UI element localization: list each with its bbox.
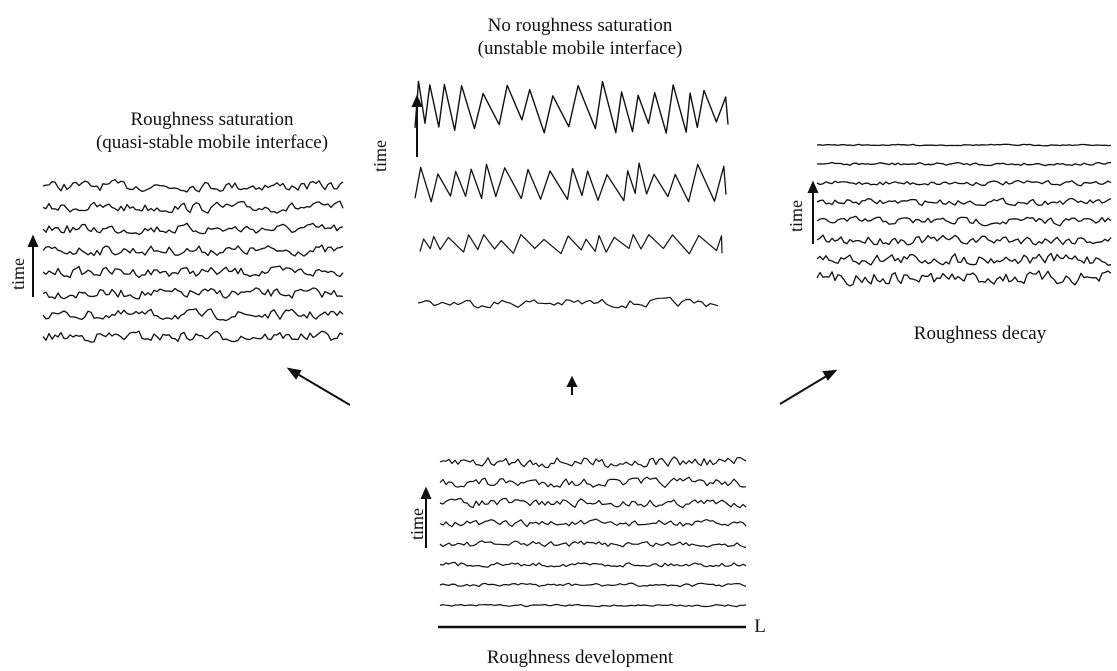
arrow-to-decay (779, 373, 831, 405)
top-trace-1 (417, 296, 719, 309)
top-time-label: time (370, 140, 390, 172)
bottom-trace-3 (439, 497, 747, 509)
bottom-panel-caption: Roughness development (486, 647, 674, 668)
bottom-trace-5 (439, 540, 747, 549)
left-trace-7 (42, 308, 344, 322)
left-panel-traces (42, 179, 344, 343)
right-trace-5 (816, 215, 1112, 227)
bottom-trace-6 (439, 561, 747, 568)
left-trace-8 (42, 330, 344, 343)
top-trace-3 (414, 162, 727, 203)
arrow-to-unstable-head (566, 375, 578, 387)
right-trace-7 (816, 252, 1112, 266)
top-trace-2 (419, 233, 723, 255)
bottom-trace-4 (439, 518, 747, 528)
right-trace-8 (816, 270, 1112, 287)
bottom-time-arrowhead (420, 486, 432, 499)
left-trace-2 (42, 200, 344, 214)
left-time-arrowhead (27, 234, 39, 247)
top-time-arrowhead (411, 94, 423, 107)
arrow-to-saturation-head (286, 367, 302, 380)
right-trace-1 (816, 143, 1112, 147)
bottom-trace-7 (439, 582, 747, 588)
left-panel-title: Roughness saturation (quasi-stable mobil… (62, 108, 362, 154)
left-panel-title-line1: Roughness saturation (130, 109, 294, 130)
left-panel-title-line2: (quasi-stable mobile interface) (95, 132, 329, 153)
left-trace-3 (42, 222, 344, 236)
top-panel-traces (414, 80, 729, 309)
top-panel-title: No roughness saturation (unstable mobile… (430, 14, 730, 60)
right-trace-6 (816, 234, 1112, 246)
top-panel-title-line2: (unstable mobile interface) (477, 38, 683, 59)
right-trace-3 (816, 179, 1112, 187)
bottom-panel-traces (439, 456, 747, 608)
left-trace-1 (42, 179, 344, 193)
right-trace-2 (816, 161, 1112, 167)
left-time-label: time (8, 258, 28, 290)
left-trace-4 (42, 244, 344, 257)
bottom-trace-1 (439, 456, 747, 469)
top-trace-4 (414, 80, 729, 134)
bottom-trace-2 (439, 476, 747, 488)
left-trace-6 (42, 287, 344, 300)
arrow-to-saturation (293, 371, 351, 406)
right-trace-4 (816, 197, 1112, 207)
right-panel-caption: Roughness decay (913, 323, 1047, 344)
length-label: L (754, 616, 766, 637)
bottom-time-label: time (407, 508, 427, 540)
top-panel-title-line1: No roughness saturation (487, 15, 673, 36)
arrow-to-decay-head (822, 369, 838, 381)
right-time-label: time (786, 200, 806, 232)
right-panel-traces (816, 143, 1112, 287)
bottom-trace-8 (439, 603, 747, 608)
left-trace-5 (42, 265, 344, 279)
right-time-arrowhead (807, 180, 819, 193)
